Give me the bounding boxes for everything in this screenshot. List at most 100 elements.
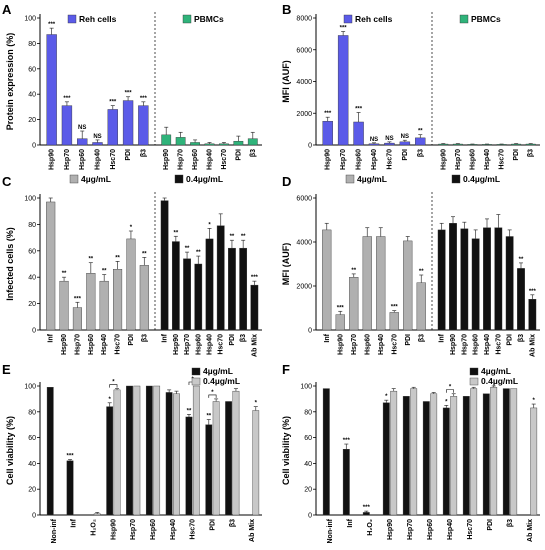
panel-e-legend-swatch bbox=[191, 377, 201, 386]
panel-f-xtick-label: β3 bbox=[507, 519, 514, 527]
panel-d-xtick-label: Ab Mix bbox=[529, 334, 536, 357]
panel-e-bar bbox=[66, 460, 74, 516]
panel-c-bar bbox=[139, 265, 149, 331]
panel-d-xtick-label: Hsp60 bbox=[364, 334, 371, 355]
panel-d-ytick-label: 2000 bbox=[296, 284, 312, 291]
panel-e-ylabel: Cell viability (%) bbox=[5, 416, 15, 485]
panel-d-bar bbox=[505, 236, 514, 331]
panel-a-xtick-label: PDI bbox=[235, 149, 242, 161]
panel-b-letter: B bbox=[282, 2, 291, 17]
panel-d-bar bbox=[376, 236, 386, 331]
panel-d-xtick-label: Hsp90 bbox=[450, 334, 457, 355]
panel-f-bar bbox=[342, 449, 350, 516]
panel-a-bar bbox=[204, 143, 215, 146]
panel-d-xtick-label: Inf bbox=[439, 333, 446, 342]
panel-d-bar bbox=[517, 268, 525, 331]
panel-f-xtick-label: Hsp90 bbox=[387, 519, 394, 540]
panel-d-ylabel: MFI (AUF) bbox=[281, 243, 291, 286]
panel-b-xtick-label: Hsp40 bbox=[484, 149, 491, 170]
panel-d-legend-label: 0.4µg/mL bbox=[463, 174, 500, 184]
panel-b-bar-sig: NS bbox=[385, 136, 393, 142]
panel-b-legend-label: PBMCs bbox=[471, 14, 501, 24]
panel-d-bar bbox=[322, 229, 332, 331]
panel-a-bar bbox=[77, 138, 88, 146]
panel-a-xtick-label: Hsp70 bbox=[178, 149, 185, 170]
panel-a-bar bbox=[46, 34, 57, 146]
panel-c-ytick-label: 0 bbox=[32, 328, 36, 335]
panel-b-bar bbox=[322, 120, 333, 146]
panel-a-bar bbox=[161, 134, 172, 146]
panel-e-bracket-sig: * bbox=[112, 380, 115, 386]
panel-f-bar bbox=[382, 402, 390, 516]
panel-e-ytick-label: 100 bbox=[24, 384, 36, 391]
panel-c-legend-swatch bbox=[69, 174, 79, 184]
panel-e-ytick-label: 20 bbox=[28, 487, 36, 494]
panel-b-bar-sig: ** bbox=[418, 129, 423, 135]
panel-e-bar bbox=[113, 389, 121, 516]
panel-e-bracket-sig: * bbox=[211, 390, 214, 396]
panel-c-xtick-label: Hsc70 bbox=[218, 334, 225, 355]
panel-e-bar bbox=[153, 385, 161, 516]
panel-b-xtick-label: Hsp60 bbox=[356, 149, 363, 170]
panel-f-bar bbox=[450, 396, 458, 516]
panel-c-bar-sig: ** bbox=[62, 271, 67, 277]
panel-a-bar-sig: *** bbox=[109, 100, 117, 106]
panel-f-bar bbox=[502, 388, 510, 516]
panel-d-bar bbox=[483, 227, 491, 331]
panel-f-bar bbox=[430, 393, 438, 516]
panel-b-bar bbox=[438, 143, 449, 146]
panel-e-xtick-label: Inf bbox=[71, 518, 78, 527]
panel-c-xtick-label: Hsp70 bbox=[74, 334, 81, 355]
panel-a-ytick-label: 20 bbox=[28, 117, 36, 124]
panel-e-bar bbox=[93, 513, 101, 516]
panel-d-bar bbox=[335, 314, 345, 331]
panel-b-xtick-label: Hsp40 bbox=[371, 149, 378, 170]
panel-f-bar bbox=[410, 388, 418, 516]
panel-c-ytick-label: 100 bbox=[24, 196, 36, 203]
panel-f-xtick-label: Ab Mix bbox=[527, 519, 534, 542]
panel-c-xtick-label: Hsp40 bbox=[101, 334, 108, 355]
panel-b-bar bbox=[511, 143, 522, 146]
panel-d-xtick-label: Hsp60 bbox=[473, 334, 480, 355]
panel-d-legend-swatch bbox=[345, 174, 355, 184]
panel-a-bar bbox=[107, 109, 118, 146]
panel-c-xtick-label: PDI bbox=[229, 334, 236, 346]
panel-c-bar bbox=[250, 284, 259, 331]
panel-e-bar bbox=[126, 385, 133, 516]
panel-b-xtick-label: PDI bbox=[402, 149, 409, 161]
panel-b-bar bbox=[496, 144, 507, 146]
panel-f-xtick-label: Non-inf bbox=[327, 518, 334, 543]
panel-e-bar bbox=[46, 387, 54, 516]
panel-d-xtick-label: β3 bbox=[518, 334, 525, 342]
panel-c-bar bbox=[59, 280, 69, 331]
panel-c-legend-swatch bbox=[174, 174, 184, 184]
panel-a-ylabel: Protein expression (%) bbox=[5, 33, 15, 131]
panel-b-bar-sig: *** bbox=[355, 106, 363, 112]
panel-a-bar bbox=[190, 142, 200, 146]
panel-e-xtick-label: Non-inf bbox=[51, 518, 58, 543]
panel-d-bar bbox=[460, 228, 469, 331]
panel-a-xtick-label: Hsp40 bbox=[95, 149, 102, 170]
panel-b-legend-swatch bbox=[459, 14, 469, 24]
panel-a-ytick-label: 100 bbox=[24, 16, 36, 23]
panel-a-bar-sig: *** bbox=[48, 22, 56, 28]
panel-c-bar bbox=[183, 258, 191, 331]
panel-c-bar bbox=[239, 247, 248, 331]
panel-a-ytick-label: 80 bbox=[28, 41, 36, 48]
panel-f-ytick-label: 0 bbox=[308, 513, 312, 520]
panel-e-bar-sig: *** bbox=[67, 454, 75, 460]
panel-e-legend-label: 4µg/mL bbox=[203, 366, 233, 376]
panel-d-bar bbox=[449, 223, 457, 331]
panel-a-xtick-label: Hsp90 bbox=[49, 149, 56, 170]
panel-c-bar bbox=[171, 241, 180, 331]
panel-c-xtick-label: Inf bbox=[48, 333, 55, 342]
panel-f-xtick-label: Hsp40 bbox=[447, 519, 454, 540]
panel-e-bracket bbox=[208, 394, 217, 398]
panel-b-bar bbox=[482, 144, 492, 146]
panel-b-xtick-label: Hsp60 bbox=[469, 149, 476, 170]
panel-b-bar bbox=[399, 141, 411, 146]
panel-d-legend-label: 4µg/mL bbox=[357, 174, 387, 184]
panel-e-ytick-label: 80 bbox=[28, 409, 36, 416]
panel-a-legend-swatch bbox=[67, 14, 77, 24]
